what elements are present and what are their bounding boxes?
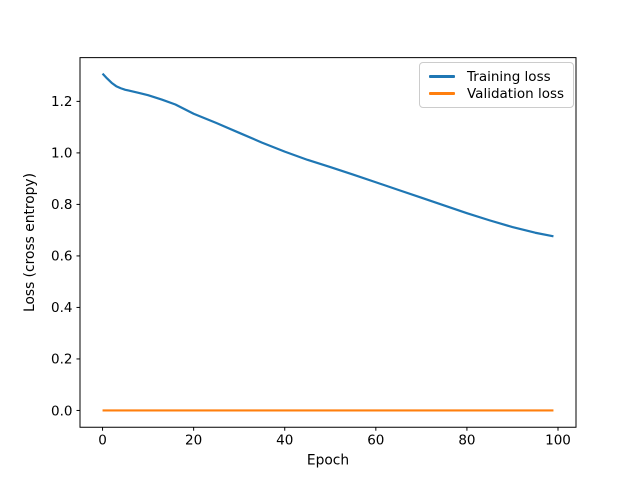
x-tick-label: 0 [98, 433, 107, 449]
y-tick-label: 0.0 [51, 403, 72, 419]
x-tick-label: 80 [458, 433, 475, 449]
x-tick-label: 100 [545, 433, 571, 449]
legend-entry-validation: Validation loss [429, 85, 565, 102]
plot-frame [79, 57, 577, 428]
legend-label-training: Training loss [467, 68, 551, 85]
x-axis-label: Epoch [307, 453, 349, 469]
training-loss-line [101, 72, 554, 238]
x-tick-label: 60 [367, 433, 384, 449]
legend: Training loss Validation loss [419, 62, 574, 108]
validation-loss-line-swatch [429, 92, 455, 95]
legend-entry-training: Training loss [429, 68, 565, 85]
y-tick-label: 0.2 [51, 352, 72, 368]
y-axis-label: Loss (cross entropy) [22, 173, 38, 312]
y-tick-label: 1.2 [51, 94, 72, 110]
training-loss-line-swatch [429, 75, 455, 78]
legend-label-validation: Validation loss [467, 85, 565, 102]
y-tick-label: 0.8 [51, 197, 72, 213]
x-tick-label: 40 [276, 433, 293, 449]
x-tick-label: 20 [185, 433, 202, 449]
y-tick-label: 0.4 [51, 300, 72, 316]
y-tick-label: 1.0 [51, 146, 72, 162]
y-tick-label: 0.6 [51, 249, 72, 265]
